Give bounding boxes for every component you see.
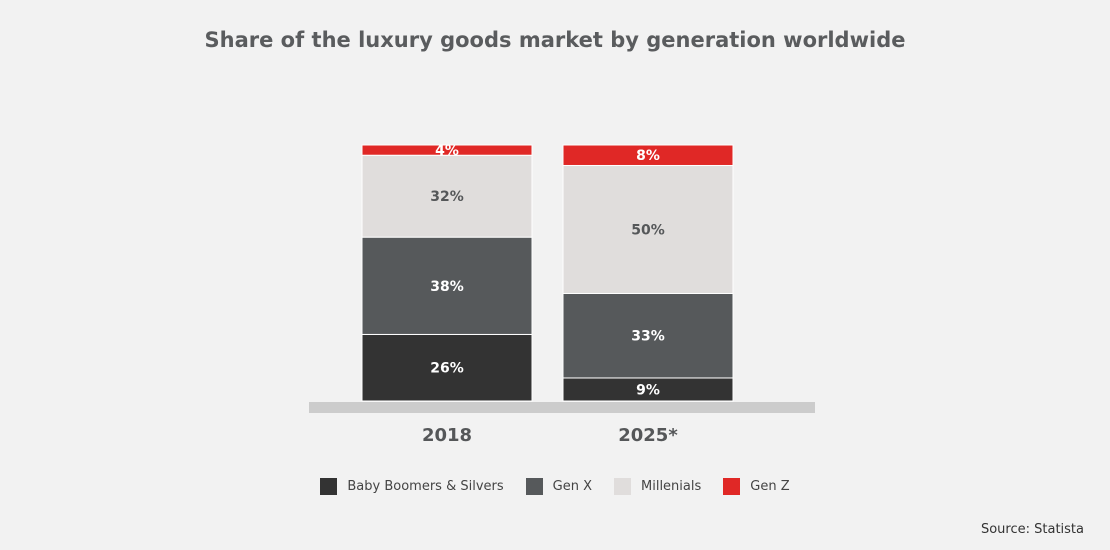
legend-item-millenials[interactable]: Millenials (614, 478, 701, 495)
data-label: 4% (435, 143, 459, 159)
legend-swatch-millenials (614, 478, 631, 495)
data-label: 38% (430, 279, 464, 295)
bar-segment-gen-z-0[interactable] (361, 144, 533, 156)
legend-swatch-gen-z (723, 478, 741, 495)
bar-segment-baby-boomers-silvers-0[interactable] (361, 333, 533, 402)
data-label: 50% (631, 222, 665, 238)
legend-item-baby-boomers[interactable]: Baby Boomers & Silvers (320, 478, 504, 495)
legend-label-baby-boomers: Baby Boomers & Silvers (347, 479, 504, 494)
data-label: 33% (631, 329, 665, 345)
legend-label-gen-z: Gen Z (750, 479, 790, 494)
data-label: 9% (636, 382, 660, 398)
chart-title: Share of the luxury goods market by gene… (204, 28, 906, 52)
legend-item-gen-z[interactable]: Gen Z (723, 478, 790, 495)
data-label: 8% (636, 148, 660, 164)
legend-label-millenials: Millenials (641, 479, 702, 494)
x-tick-label: 2025* (618, 425, 678, 446)
legend: Baby Boomers & Silvers Gen X Millenials … (0, 478, 1110, 495)
stacked-bar-chart: 26% 38% 32% 4% 2018 9% 33% 50% 8% 2025* (309, 143, 815, 446)
data-label: 26% (430, 361, 464, 377)
bar-segment-millenials-0[interactable] (361, 154, 533, 238)
legend-swatch-baby-boomers (320, 478, 338, 495)
x-axis-base (309, 402, 815, 413)
legend-item-gen-x[interactable]: Gen X (525, 478, 592, 495)
bar-segment-gen-z-1[interactable] (562, 144, 734, 166)
legend-swatch-gen-x (525, 478, 543, 495)
data-label: 32% (430, 189, 464, 205)
x-tick-label: 2018 (422, 425, 472, 446)
legend-label-gen-x: Gen X (552, 479, 592, 494)
source-note: Source: Statista (980, 522, 1084, 537)
